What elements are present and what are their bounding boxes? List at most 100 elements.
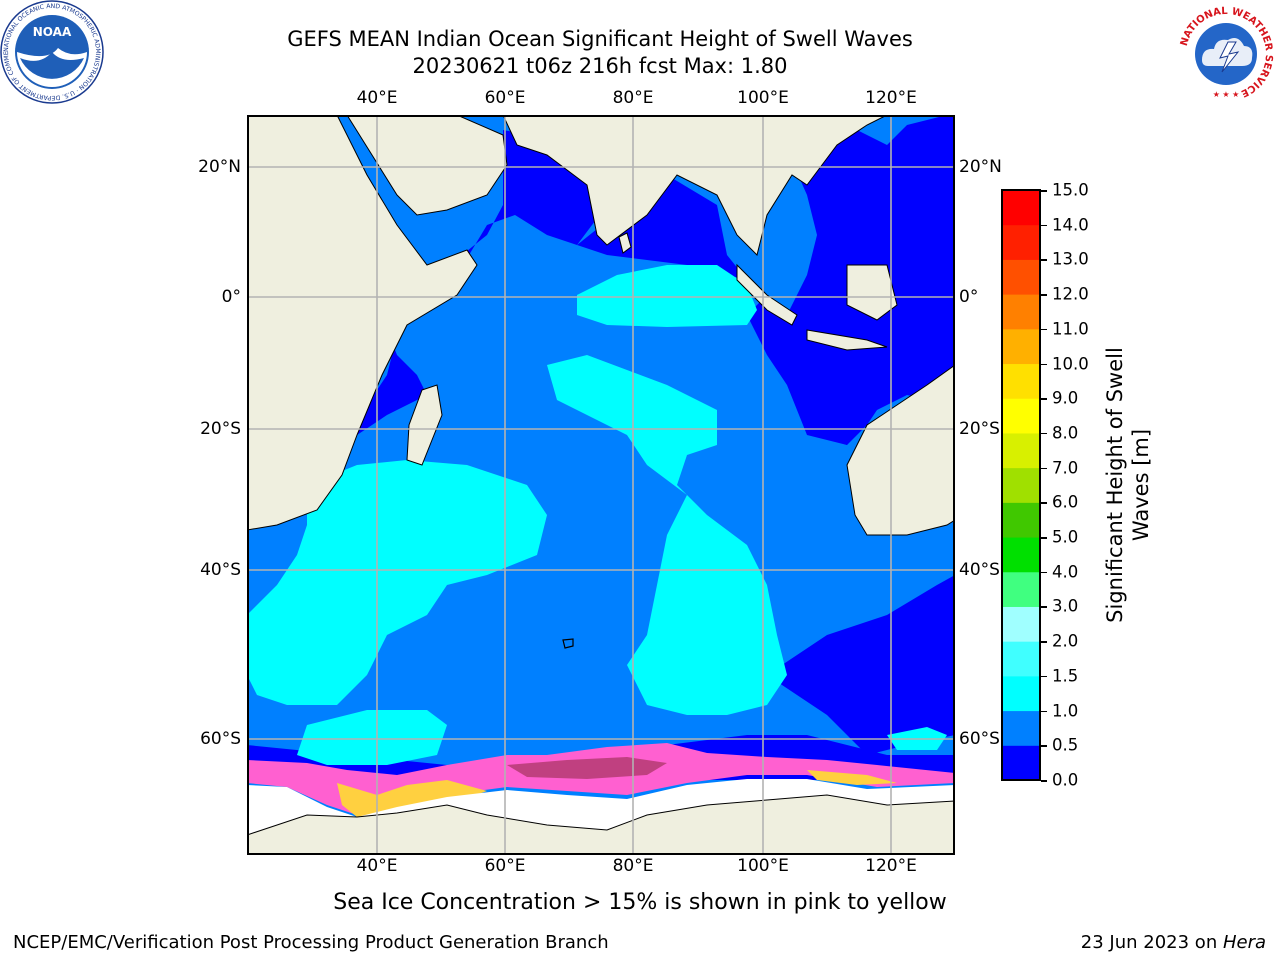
swell-wave-map bbox=[247, 115, 955, 855]
colorbar-tick-label: 12.0 bbox=[1052, 284, 1089, 304]
colorbar-tick-label: 13.0 bbox=[1052, 249, 1089, 269]
colorbar-label: Significant Height of Swell Waves [m] bbox=[1103, 347, 1153, 623]
lon-tick-bottom: 120°E bbox=[865, 856, 917, 876]
lat-tick-right: 20°N bbox=[959, 157, 1002, 177]
colorbar-segment bbox=[1002, 398, 1040, 434]
sumatra-land bbox=[736, 263, 798, 326]
lon-tick-top: 120°E bbox=[865, 88, 917, 108]
colorbar-segment bbox=[1002, 537, 1040, 573]
lon-tick-bottom: 100°E bbox=[737, 856, 789, 876]
colorbar-tick-label: 1.0 bbox=[1052, 701, 1079, 721]
java-land bbox=[806, 329, 888, 351]
africa-land bbox=[247, 115, 478, 531]
india-asia-land bbox=[502, 115, 888, 256]
colorbar-tick-label: 2.0 bbox=[1052, 631, 1079, 651]
colorbar-tick bbox=[1041, 398, 1047, 400]
colorbar-tick bbox=[1041, 710, 1047, 713]
colorbar-tick bbox=[1041, 363, 1047, 366]
lon-tick-bottom: 60°E bbox=[484, 856, 526, 876]
noaa-logo-text: NOAA bbox=[33, 25, 72, 39]
lat-tick-left: 0° bbox=[221, 287, 241, 307]
colorbar-segment bbox=[1002, 224, 1040, 260]
colorbar-tick-label: 6.0 bbox=[1052, 492, 1079, 512]
colorbar-tick-label: 4.0 bbox=[1052, 562, 1079, 582]
lon-tick-top: 80°E bbox=[612, 88, 654, 108]
map-title: GEFS MEAN Indian Ocean Significant Heigh… bbox=[287, 27, 913, 51]
lon-tick-top: 100°E bbox=[737, 88, 789, 108]
colorbar-tick-label: 8.0 bbox=[1052, 423, 1079, 443]
colorbar-tick-label: 0.0 bbox=[1052, 770, 1079, 790]
colorbar-segment bbox=[1002, 190, 1040, 226]
lat-tick-left: 20°N bbox=[198, 157, 241, 177]
colorbar-segment bbox=[1002, 294, 1040, 330]
colorbar-tick bbox=[1041, 328, 1047, 331]
madagascar-land bbox=[406, 384, 443, 466]
colorbar-segment bbox=[1002, 467, 1040, 503]
sea-ice-band bbox=[247, 743, 955, 817]
colorbar-segment bbox=[1002, 745, 1040, 781]
colorbar-segment bbox=[1002, 363, 1040, 399]
australia-land bbox=[846, 364, 955, 536]
colorbar-tick bbox=[1041, 432, 1047, 435]
colorbar-segment bbox=[1002, 328, 1040, 365]
colorbar-tick bbox=[1041, 190, 1047, 192]
colorbar-tick-label: 5.0 bbox=[1052, 527, 1079, 547]
map-subtitle: 20230621 t06z 216h fcst Max: 1.80 bbox=[412, 54, 788, 78]
footer-date-text: 23 Jun 2023 on bbox=[1080, 932, 1223, 953]
colorbar-segment bbox=[1002, 675, 1040, 712]
colorbar-tick bbox=[1041, 224, 1047, 227]
colorbar-segment bbox=[1002, 710, 1040, 746]
lon-tick-top: 60°E bbox=[484, 88, 526, 108]
lat-tick-right: 40°S bbox=[959, 560, 1000, 580]
colorbar-segment bbox=[1002, 641, 1040, 677]
colorbar-tick-label: 9.0 bbox=[1052, 388, 1079, 408]
lat-tick-left: 40°S bbox=[200, 560, 241, 580]
colorbar-tick bbox=[1041, 537, 1047, 539]
colorbar-tick-label: 10.0 bbox=[1052, 354, 1089, 374]
lat-tick-left: 60°S bbox=[200, 729, 241, 749]
lon-tick-bottom: 40°E bbox=[356, 856, 398, 876]
colorbar-segment bbox=[1002, 502, 1040, 538]
graticule bbox=[247, 115, 955, 855]
sri-lanka-land bbox=[618, 232, 632, 254]
svg-text:★ ★ ★: ★ ★ ★ bbox=[1213, 90, 1240, 99]
colorbar-segment bbox=[1002, 432, 1040, 469]
colorbar-tick bbox=[1041, 467, 1047, 470]
footer-producer: NCEP/EMC/Verification Post Processing Pr… bbox=[13, 932, 609, 953]
nws-logo: NATIONAL WEATHER SERVICE ★ ★ ★ bbox=[1177, 5, 1275, 103]
noaa-logo: NATIONAL OCEANIC AND ATMOSPHERIC ADMINIS… bbox=[0, 0, 104, 104]
antarctica-land bbox=[247, 794, 955, 855]
colorbar-tick bbox=[1041, 294, 1047, 296]
lat-tick-right: 0° bbox=[959, 287, 979, 307]
lon-tick-top: 40°E bbox=[356, 88, 398, 108]
colorbar-tick-label: 0.5 bbox=[1052, 735, 1079, 755]
colorbar-tick bbox=[1041, 571, 1047, 574]
colorbar-tick bbox=[1041, 259, 1047, 261]
lat-tick-right: 20°S bbox=[959, 419, 1000, 439]
lat-tick-left: 20°S bbox=[200, 419, 241, 439]
colorbar-tick bbox=[1041, 641, 1047, 643]
footer-host: Hera bbox=[1222, 932, 1266, 953]
borneo-land bbox=[846, 264, 898, 321]
colorbar-tick bbox=[1041, 606, 1047, 608]
lon-tick-bottom: 80°E bbox=[612, 856, 654, 876]
sea-ice-caption: Sea Ice Concentration > 15% is shown in … bbox=[333, 890, 947, 915]
colorbar-tick-label: 3.0 bbox=[1052, 596, 1079, 616]
colorbar-tick-label: 11.0 bbox=[1052, 319, 1089, 339]
colorbar-tick-label: 7.0 bbox=[1052, 458, 1079, 478]
kerguelen-land bbox=[562, 638, 574, 649]
colorbar-segment bbox=[1002, 571, 1040, 607]
colorbar-frame bbox=[1001, 189, 1041, 781]
colorbar-tick-label: 1.5 bbox=[1052, 666, 1079, 686]
colorbar-tick-label: 15.0 bbox=[1052, 180, 1089, 200]
swell-band-1.0-1.5 bbox=[247, 265, 947, 765]
footer-date: 23 Jun 2023 on Hera bbox=[1081, 932, 1266, 953]
lat-tick-right: 60°S bbox=[959, 729, 1000, 749]
colorbar-segment bbox=[1002, 259, 1040, 295]
arabia-land bbox=[346, 115, 508, 216]
colorbar bbox=[1001, 189, 1041, 781]
colorbar-tick bbox=[1041, 780, 1047, 782]
colorbar-segment bbox=[1002, 606, 1040, 642]
colorbar-tick bbox=[1041, 675, 1047, 678]
map-frame bbox=[247, 115, 955, 855]
